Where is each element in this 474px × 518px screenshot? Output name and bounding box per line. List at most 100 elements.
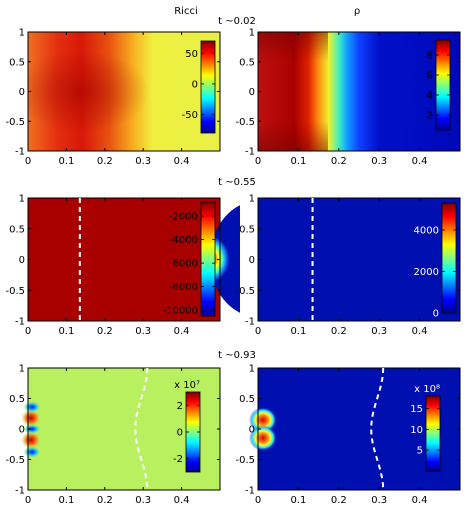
heatmap-ricci-t1-core [28, 32, 220, 151]
x-tick-label: 0.4 [174, 156, 190, 167]
x-tick-label: 0.2 [97, 326, 113, 337]
x-tick-label: 0.1 [290, 156, 306, 167]
colorbar-scale-label: x 10⁸ [414, 384, 440, 395]
panel-rho-t2 [210, 198, 460, 321]
heatmap-ricci-t3-red-bottom [21, 431, 41, 449]
heatmap-ricci-t3-blue-mid [23, 424, 41, 434]
colorbar-tick-label: 0 [192, 79, 198, 90]
y-tick-label: 0 [19, 425, 25, 436]
colorbar-tick-label: -6000 [169, 259, 198, 270]
y-tick-label: 0 [19, 255, 25, 266]
x-tick-label: 0.4 [412, 156, 428, 167]
y-tick-label: -1 [15, 486, 25, 497]
y-tick-label: 0.5 [239, 394, 255, 405]
x-tick-label: 0.2 [331, 326, 347, 337]
y-tick-label: 0.5 [9, 394, 25, 405]
y-tick-label: -0.5 [235, 455, 255, 466]
colorbar-tick-label: -2000 [169, 212, 198, 223]
boundary-line-ricci-t3 [134, 367, 149, 491]
panel-ricci-t2 [0, 198, 220, 321]
heatmap-ricci-t3-blue-bottom [23, 446, 41, 458]
colorbar-tick-label: 2 [427, 111, 433, 122]
x-tick-label: 0 [255, 156, 261, 167]
colorbar-rho-t2 [441, 202, 457, 314]
x-tick-label: 0.1 [290, 495, 306, 506]
x-tick-label: 0 [25, 326, 31, 337]
y-tick-label: -1 [15, 147, 25, 158]
x-tick-label: 0.3 [135, 156, 151, 167]
colorbar-rho-t1 [435, 39, 451, 131]
y-tick-label: 0.5 [239, 224, 255, 235]
colorbar-ricci-t2 [200, 201, 216, 317]
colorbar-rho-t3 [425, 395, 441, 472]
colorbar-tick-label: 4000 [414, 225, 439, 236]
y-tick-label: -1 [245, 317, 255, 328]
heatmap-rho-t1-edges [258, 32, 328, 151]
time-label-3: t ~0.93 [218, 350, 256, 361]
y-tick-label: 0 [19, 87, 25, 98]
y-tick-label: -0.5 [5, 286, 25, 297]
colorbar-tick-label: 2 [177, 401, 183, 412]
colorbar-tick-label: 8 [427, 51, 433, 62]
x-tick-label: 0.2 [97, 495, 113, 506]
colorbar-ricci-t1 [200, 40, 216, 134]
x-tick-label: 0.3 [135, 326, 151, 337]
y-tick-label: 0.5 [239, 57, 255, 68]
colorbar-tick-label: 6 [427, 71, 433, 82]
column-title-rho: ρ [354, 6, 360, 17]
colorbar-tick-label: 0 [177, 428, 183, 439]
y-tick-label: 1 [19, 28, 25, 39]
y-tick-label: -0.5 [5, 455, 25, 466]
colorbar-tick-label: 0 [433, 309, 439, 320]
colorbar-tick-label: 2000 [414, 267, 439, 278]
time-label-1: t ~0.02 [218, 16, 256, 27]
y-tick-label: -0.5 [235, 286, 255, 297]
x-tick-label: 0.4 [174, 326, 190, 337]
heatmap-rho-t3-blob-bottom [249, 425, 277, 451]
x-tick-label: 0.3 [371, 156, 387, 167]
colorbar-tick-label: 10 [410, 425, 423, 436]
x-tick-label: 0.2 [97, 156, 113, 167]
y-tick-label: -0.5 [235, 117, 255, 128]
x-tick-label: 0.3 [135, 495, 151, 506]
colorbar-tick-label: 5 [417, 446, 423, 457]
column-title-ricci: Ricci [174, 6, 198, 17]
colorbar-tick-label: -2 [173, 454, 183, 465]
x-tick-label: 0 [255, 495, 261, 506]
colorbar-tick-label: 15 [410, 404, 423, 415]
y-tick-label: 1 [249, 194, 255, 205]
y-tick-label: 0.5 [9, 57, 25, 68]
heatmap-ricci-t3-red-top [21, 409, 41, 427]
x-tick-label: 0.2 [331, 156, 347, 167]
boundary-line-rho-t3 [370, 367, 385, 491]
colorbar-tick-label: -10000 [163, 306, 198, 317]
colorbar-tick-label: -50 [182, 110, 198, 121]
y-tick-label: 1 [249, 364, 255, 375]
heatmap-rho-t3-blob-top [249, 407, 277, 433]
x-tick-label: 0.4 [412, 495, 428, 506]
colorbar-tick-label: 50 [185, 49, 198, 60]
y-tick-label: -1 [245, 147, 255, 158]
y-tick-label: 0.5 [9, 224, 25, 235]
y-tick-label: 1 [249, 28, 255, 39]
y-tick-label: 1 [19, 364, 25, 375]
colorbar-tick-label: 4 [427, 91, 433, 102]
colorbar-scale-label: x 10⁷ [174, 380, 200, 391]
heatmap-ricci-t3-blue-top [23, 401, 41, 413]
y-tick-label: -0.5 [5, 117, 25, 128]
x-tick-label: 0.1 [58, 156, 74, 167]
colorbar-tick-label: -8000 [169, 282, 198, 293]
y-tick-label: -1 [15, 317, 25, 328]
x-tick-label: 0.4 [174, 495, 190, 506]
x-tick-label: 0.4 [412, 326, 428, 337]
x-tick-label: 0 [25, 495, 31, 506]
x-tick-label: 0.1 [58, 495, 74, 506]
y-tick-label: -1 [245, 486, 255, 497]
x-tick-label: 0.3 [371, 495, 387, 506]
x-tick-label: 0.3 [371, 326, 387, 337]
x-tick-label: 0.1 [290, 326, 306, 337]
x-tick-label: 0 [25, 156, 31, 167]
panel-rho-t1 [258, 32, 460, 151]
y-tick-label: 1 [19, 194, 25, 205]
